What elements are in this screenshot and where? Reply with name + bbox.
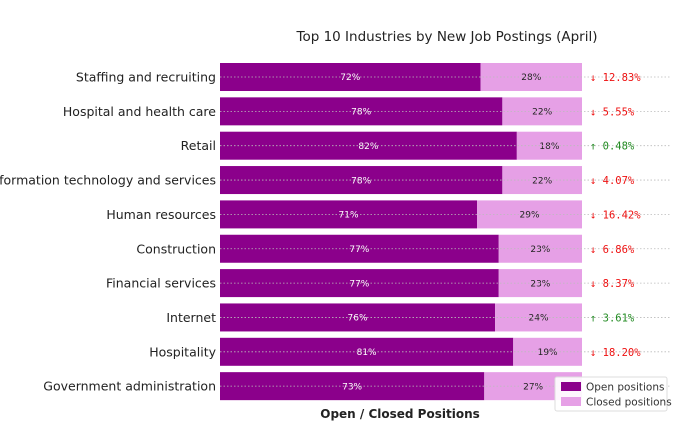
change-label: ↓ 16.42% <box>590 209 641 221</box>
bar-open-positions <box>220 372 485 401</box>
chart-title: Top 10 Industries by New Job Postings (A… <box>296 29 598 45</box>
open-percent-label: 73% <box>342 382 362 392</box>
change-label: ↑ 0.48% <box>590 141 635 153</box>
legend-label-closed: Closed positions <box>586 397 672 409</box>
closed-percent-label: 27% <box>523 382 543 392</box>
open-percent-label: 76% <box>348 314 368 324</box>
category-label: Hospital and health care <box>63 104 216 119</box>
open-percent-label: 71% <box>339 211 359 221</box>
closed-percent-label: 23% <box>530 245 550 255</box>
legend: Open positions Closed positions <box>554 376 672 412</box>
bar-open-positions <box>220 337 514 366</box>
open-percent-label: 78% <box>351 108 371 118</box>
bar-closed-positions <box>498 234 582 263</box>
closed-percent-label: 23% <box>530 279 550 289</box>
legend-swatch-open <box>561 382 581 391</box>
bars-group: Staffing and recruiting 72% 28% ↓ 12.83% Hos… <box>0 63 670 401</box>
closed-percent-label: 28% <box>521 73 541 83</box>
closed-percent-label: 22% <box>532 176 552 186</box>
category-label: Information technology and services <box>0 173 216 188</box>
category-label: Government administration <box>43 379 216 394</box>
open-percent-label: 81% <box>357 348 377 358</box>
open-percent-label: 82% <box>358 142 378 152</box>
bar-closed-positions <box>498 269 582 298</box>
closed-percent-label: 19% <box>538 348 558 358</box>
closed-percent-label: 29% <box>520 211 540 221</box>
change-label: ↓ 5.55% <box>590 106 635 118</box>
closed-percent-label: 22% <box>532 108 552 118</box>
category-label: Staffing and recruiting <box>76 70 216 85</box>
change-label: ↓ 12.83% <box>590 72 641 84</box>
change-label: ↓ 6.86% <box>590 244 635 256</box>
legend-frame <box>554 376 668 412</box>
change-label: ↑ 3.61% <box>590 312 635 324</box>
category-label: Construction <box>136 241 216 256</box>
x-axis-label: Open / Closed Positions <box>320 407 480 421</box>
legend-swatch-closed <box>561 397 581 406</box>
closed-percent-label: 24% <box>529 314 549 324</box>
change-label: ↓ 8.37% <box>590 278 635 290</box>
category-label: Hospitality <box>149 344 216 359</box>
open-percent-label: 72% <box>340 73 360 83</box>
change-label: ↓ 18.20% <box>590 347 641 359</box>
change-label: ↓ 4.07% <box>590 175 635 187</box>
bar-closed-positions <box>477 200 582 229</box>
category-label: Human resources <box>106 207 216 222</box>
category-label: Financial services <box>106 276 216 291</box>
category-label: Internet <box>166 310 216 325</box>
legend-label-open: Open positions <box>586 382 664 394</box>
closed-percent-label: 18% <box>539 142 559 152</box>
open-percent-label: 78% <box>351 176 371 186</box>
category-label: Retail <box>181 138 216 153</box>
open-percent-label: 77% <box>349 245 369 255</box>
open-percent-label: 77% <box>349 279 369 289</box>
